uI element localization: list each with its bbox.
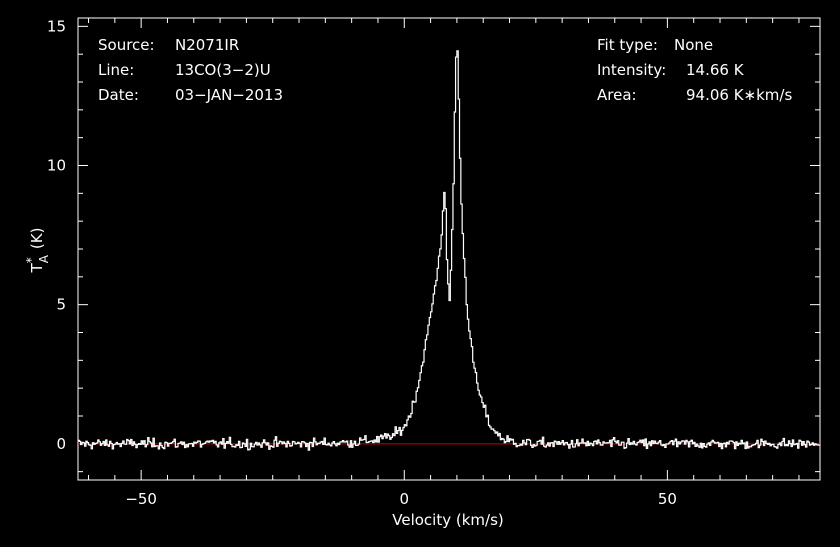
- y-tick-labels: 0 5 10 15: [47, 17, 66, 452]
- date-label: Date:: [98, 86, 139, 104]
- y-tick-label: 10: [47, 157, 66, 175]
- spectrum-line: [78, 50, 820, 451]
- y-tick-label: 0: [56, 435, 66, 453]
- source-label: Source:: [98, 36, 155, 54]
- x-tick-label: 50: [658, 490, 677, 508]
- x-tick-labels: −50 0 50: [125, 490, 677, 508]
- area-value: 94.06 K∗km/s: [686, 86, 792, 104]
- intensity-value: 14.66 K: [686, 61, 745, 79]
- y-axis-label-unit: (K): [28, 228, 46, 250]
- y-tick-label: 5: [56, 296, 66, 314]
- y-axis-label: T*A (K): [24, 228, 51, 274]
- y-axis-label-sub: A: [37, 254, 51, 263]
- x-tick-label: −50: [125, 490, 157, 508]
- info-right: Fit type: None Intensity: 14.66 K Area: …: [597, 36, 792, 104]
- intensity-label: Intensity:: [597, 61, 666, 79]
- line-value: 13CO(3−2)U: [175, 61, 271, 79]
- y-axis-label-main: T: [28, 262, 46, 273]
- fit-type-label: Fit type:: [597, 36, 658, 54]
- x-tick-label: 0: [399, 490, 409, 508]
- y-tick-label: 15: [47, 17, 66, 35]
- line-label: Line:: [98, 61, 134, 79]
- area-label: Area:: [597, 86, 637, 104]
- spectrum-series: [78, 50, 820, 451]
- svg-text:T*A(K): T*A (K): [24, 228, 51, 274]
- info-left: Source: N2071IR Line: 13CO(3−2)U Date: 0…: [98, 36, 283, 104]
- date-value: 03−JAN−2013: [175, 86, 283, 104]
- y-axis-label-sup: *: [24, 257, 38, 263]
- source-value: N2071IR: [175, 36, 239, 54]
- fit-type-value: None: [674, 36, 713, 54]
- x-axis-label: Velocity (km/s): [392, 511, 503, 529]
